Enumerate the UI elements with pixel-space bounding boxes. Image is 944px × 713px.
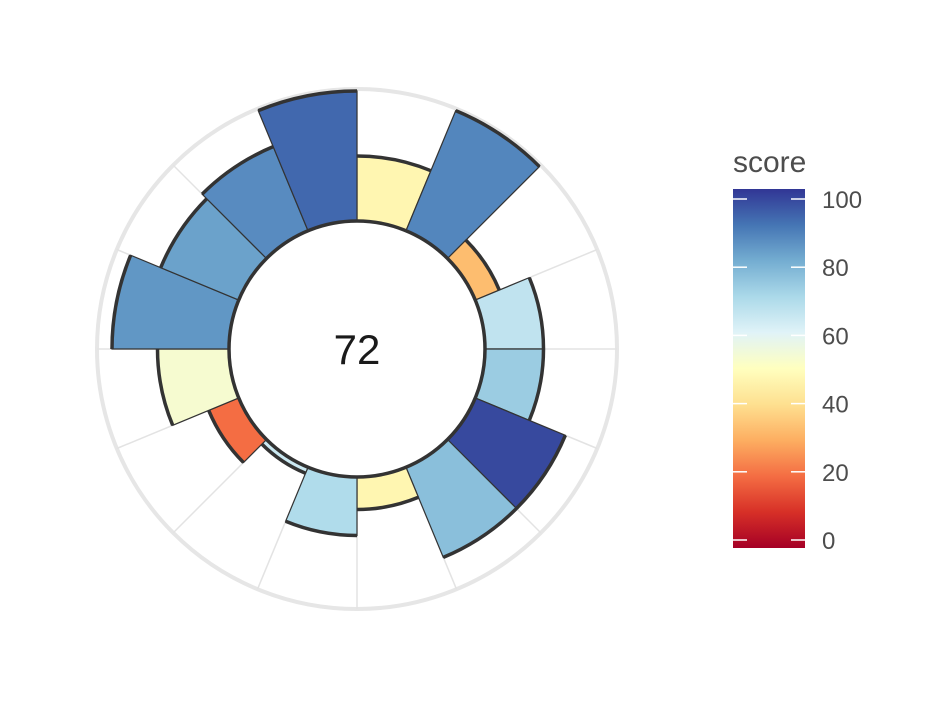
legend: score 0 20 40 60 80 100 [733, 146, 862, 555]
bar-outer-edge [515, 434, 567, 510]
bar-outer-edge [159, 197, 208, 269]
bar-outer-edge [155, 348, 175, 427]
legend-title: score [733, 146, 806, 179]
bar-outer-edge [464, 238, 501, 291]
legend-ticks: 0 20 40 60 80 100 [733, 187, 862, 555]
bar-outer-edge [356, 495, 420, 512]
inner-circle [227, 219, 487, 479]
bar-seg2 [405, 109, 541, 260]
bar-outer-edge [207, 409, 245, 464]
bar-outer-edge [260, 442, 307, 475]
bar-outer-edge [257, 89, 358, 113]
bar-outer-edge [200, 145, 274, 196]
legend-tick-label: 100 [822, 187, 862, 214]
bar-outer-edge [527, 348, 546, 422]
bar-outer-edge [356, 154, 432, 173]
bar-outer-edge [284, 519, 358, 538]
bars-layer [110, 89, 567, 559]
bar-outer-edge [455, 109, 541, 168]
bar-outer-edge [527, 276, 546, 350]
legend-tick-label: 80 [822, 255, 849, 282]
legend-color-bar [733, 189, 805, 548]
legend-tick-label: 20 [822, 460, 849, 487]
bar-outer-edge [442, 507, 518, 559]
legend-tick-label: 0 [822, 528, 835, 555]
center-label: 72 [334, 326, 381, 373]
legend-tick-label: 40 [822, 392, 849, 419]
legend-tick-label: 60 [822, 323, 849, 350]
bar-outer-edge [110, 254, 133, 350]
